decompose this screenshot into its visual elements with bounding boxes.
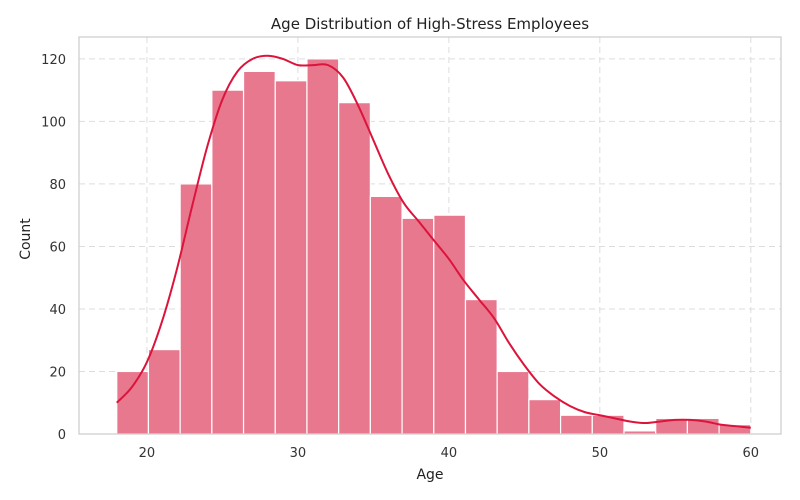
histogram-bar [147, 348, 181, 435]
histogram-bar [433, 214, 467, 435]
x-tick-label: 20 [139, 446, 156, 461]
x-axis-title: Age [416, 467, 443, 483]
histogram-bar [306, 58, 340, 435]
y-tick-label: 100 [41, 115, 66, 130]
x-tick-label: 50 [592, 446, 609, 461]
plot-frame [78, 36, 782, 435]
histogram-bars [116, 58, 752, 435]
histogram-bar [464, 298, 498, 435]
kde-curve [116, 54, 751, 429]
y-axis-title: Count [18, 218, 34, 260]
histogram-bar [338, 102, 371, 435]
histogram-bar [242, 70, 276, 435]
histogram-bar [211, 89, 245, 435]
histogram-bar [528, 399, 562, 435]
histogram-bar [369, 195, 403, 435]
tick-labels: 20 30 40 50 60 0 20 40 60 80 100 120 [41, 53, 759, 461]
y-tick-label: 120 [41, 53, 66, 68]
y-tick-label: 20 [49, 365, 66, 380]
x-tick-label: 30 [290, 446, 307, 461]
y-tick-label: 40 [49, 303, 66, 318]
chart-title: Age Distribution of High-Stress Employee… [271, 15, 589, 33]
y-tick-label: 0 [58, 428, 66, 443]
histogram-bar [401, 217, 435, 435]
x-tick-label: 60 [743, 446, 760, 461]
kde-curve-layer [116, 54, 751, 429]
histogram-bar [496, 370, 530, 435]
x-tick-label: 40 [441, 446, 458, 461]
y-tick-label: 60 [49, 240, 66, 255]
histogram-bar [179, 183, 213, 435]
y-tick-label: 80 [49, 178, 66, 193]
histogram-bar [274, 80, 308, 435]
histogram-bar [591, 414, 625, 435]
histogram-bar [116, 370, 150, 435]
histogram-bar [559, 414, 593, 435]
